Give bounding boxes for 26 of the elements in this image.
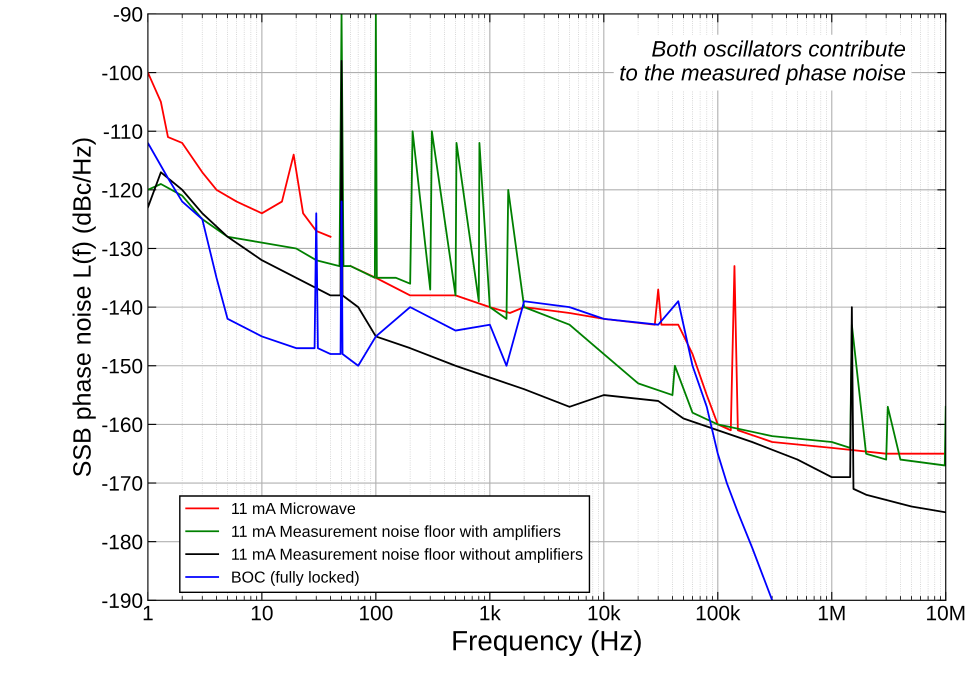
x-tick-label: 100k [696,605,740,620]
y-tick-label: -160 [102,417,142,432]
y-tick-label: -130 [102,241,142,256]
x-tick-label: 10 [252,606,273,620]
y-tick-label: -120 [102,182,142,198]
x-tick-label: 1k [480,605,501,620]
legend-label: BOC (fully locked) [232,571,359,586]
legend-label: 11 mA Measurement noise floor without amplifiers [232,548,582,564]
y-tick-label: -100 [102,66,142,80]
y-tick-label: -190 [102,593,142,608]
y-tick-label: -140 [102,300,142,315]
x-tick-label: 1M [818,606,845,620]
x-tick-label: 10M [927,606,964,620]
y-tick-label: -110 [104,124,142,139]
x-tick-label: 10k [588,605,621,620]
y-tick-label: -150 [102,358,142,374]
y-tick-label: -90 [114,6,142,22]
x-tick-label: 1 [144,606,153,620]
x-axis-title: Frequency (Hz) [453,630,641,656]
legend-label: 11 mA Microwave [232,502,356,514]
annotation: Both oscillators contribute to the measured phase noise [620,40,906,85]
y-axis-title: SSB phase noise L(f) (dBc/Hz) [72,138,96,476]
legend-label: 11 mA Measurement noise floor with amplifiers [232,525,560,540]
y-tick-label: -180 [102,534,142,550]
y-tick-label: -170 [102,476,142,491]
x-tick-label: 100 [360,606,392,620]
